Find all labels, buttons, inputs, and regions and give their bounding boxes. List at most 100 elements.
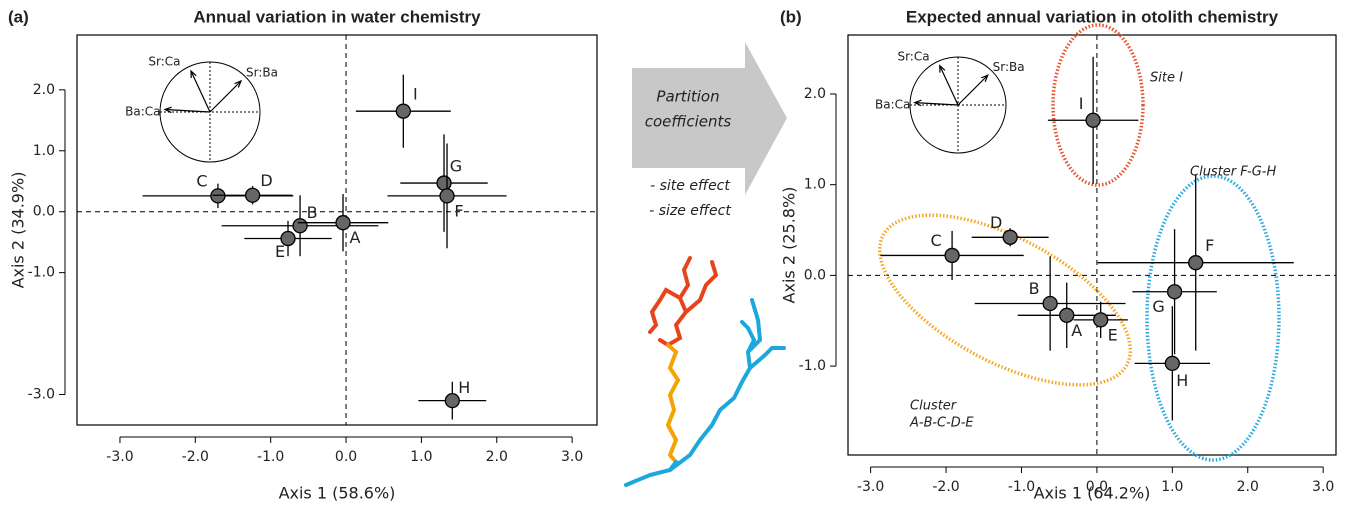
point xyxy=(395,103,411,119)
point xyxy=(1002,229,1018,245)
inset-label: Sr:Ca xyxy=(897,50,929,64)
point-label: I xyxy=(1079,94,1084,113)
point xyxy=(1085,112,1101,128)
point-label: A xyxy=(350,228,361,247)
arrow-shape xyxy=(632,42,787,195)
y-tick-label: 0.0 xyxy=(33,204,55,220)
point xyxy=(439,188,455,204)
inset-arrowhead xyxy=(190,69,197,79)
point-label: B xyxy=(307,203,318,222)
inset-arrowhead xyxy=(234,79,243,88)
y-tick-label: 1.0 xyxy=(33,143,55,159)
point xyxy=(335,215,351,231)
inset-arrowhead xyxy=(913,99,922,107)
point xyxy=(444,392,460,409)
x-tick-label: 1.0 xyxy=(1161,479,1183,495)
point-label: D xyxy=(990,213,1002,232)
x-tick-label: 2.0 xyxy=(486,449,508,465)
y-tick-label: 2.0 xyxy=(33,82,55,98)
chart-title: Annual variation in water chemistry xyxy=(193,7,481,26)
x-tick-label: -1.0 xyxy=(257,449,284,465)
plot-frame xyxy=(76,34,598,426)
y-tick-label: -3.0 xyxy=(28,387,55,403)
cluster-outline xyxy=(1051,23,1145,187)
x-tick-label: 2.0 xyxy=(1237,479,1259,495)
inset-label: Ba:Ca xyxy=(875,98,910,112)
annotation: Cluster F-G-H xyxy=(1190,165,1276,180)
x-tick-label: -2.0 xyxy=(932,479,959,495)
cluster-outline xyxy=(1145,174,1281,462)
cluster-outline xyxy=(877,213,1133,387)
point xyxy=(280,230,296,247)
inset-arrow xyxy=(957,74,989,106)
point xyxy=(1188,255,1204,271)
point xyxy=(244,187,261,203)
point xyxy=(1093,312,1109,328)
arrow-label: Partition xyxy=(656,88,719,106)
x-tick-label: -3.0 xyxy=(106,449,133,465)
river-lower xyxy=(624,298,786,487)
inset-label: Ba:Ca xyxy=(125,105,160,119)
inset-arrow xyxy=(939,65,959,106)
x-axis-label: Axis 1 (58.6%) xyxy=(279,484,396,503)
y-axis-label: Axis 2 (25.8%) xyxy=(780,187,799,304)
x-tick-label: 1.0 xyxy=(410,449,432,465)
point-label: H xyxy=(1176,371,1188,390)
point xyxy=(1166,284,1183,300)
point-label: F xyxy=(1205,236,1214,255)
y-tick-label: 2.0 xyxy=(804,86,826,102)
inset-label: Sr:Ba xyxy=(246,66,278,80)
x-tick-label: 0.0 xyxy=(335,449,357,465)
inset-arrowhead xyxy=(939,64,946,73)
inset-arrowhead xyxy=(163,106,172,114)
point-label: E xyxy=(1108,325,1118,344)
point xyxy=(1164,355,1180,372)
point xyxy=(1059,307,1075,323)
point-label: D xyxy=(260,171,272,190)
point-label: G xyxy=(450,157,462,176)
point xyxy=(436,175,452,191)
panel-label: (b) xyxy=(780,7,802,26)
x-tick-label: 3.0 xyxy=(561,449,583,465)
point-label: C xyxy=(931,231,942,250)
river-upper xyxy=(648,256,719,347)
arrow-label: coefficients xyxy=(645,113,732,131)
point-label: A xyxy=(1071,321,1082,340)
point-label: B xyxy=(1029,279,1040,298)
point xyxy=(292,218,308,234)
x-tick-label: -3.0 xyxy=(857,479,884,495)
annotation: A-B-C-D-E xyxy=(909,416,974,431)
x-tick-label: -2.0 xyxy=(182,449,209,465)
annotation: Cluster xyxy=(910,399,958,414)
point xyxy=(944,247,960,264)
point-label: I xyxy=(413,85,418,104)
x-tick-label: -1.0 xyxy=(1008,479,1035,495)
note: - site effect xyxy=(650,178,730,194)
point-label: F xyxy=(454,201,463,220)
point-label: H xyxy=(458,378,470,397)
plot-frame xyxy=(847,34,1337,456)
inset-label: Sr:Ca xyxy=(148,55,180,69)
middle-arrow: Partition coefficients - site effect - s… xyxy=(632,42,787,219)
river-middle xyxy=(665,343,681,464)
inset-arrow xyxy=(164,108,211,113)
inset-arrowhead xyxy=(981,74,989,82)
x-tick-label: 3.0 xyxy=(1312,479,1334,495)
chart-title: Expected annual variation in otolith che… xyxy=(906,7,1279,26)
x-tick-label: 0.0 xyxy=(1086,479,1108,495)
river-map xyxy=(624,256,786,487)
inset-label: Sr:Ba xyxy=(993,60,1025,74)
point-label: G xyxy=(1152,297,1164,316)
y-tick-label: 1.0 xyxy=(804,177,826,193)
y-axis-label: Axis 2 (34.9%) xyxy=(9,172,28,289)
annotation: Site I xyxy=(1150,71,1183,86)
inset-arrow xyxy=(209,80,242,113)
point xyxy=(1042,295,1058,312)
point-label: E xyxy=(275,242,285,261)
note: - size effect xyxy=(649,203,731,219)
panel-label: (a) xyxy=(8,7,29,26)
y-tick-label: -1.0 xyxy=(28,265,55,281)
inset-arrow xyxy=(914,102,959,106)
x-axis-label: Axis 1 (64.2%) xyxy=(1034,484,1151,503)
